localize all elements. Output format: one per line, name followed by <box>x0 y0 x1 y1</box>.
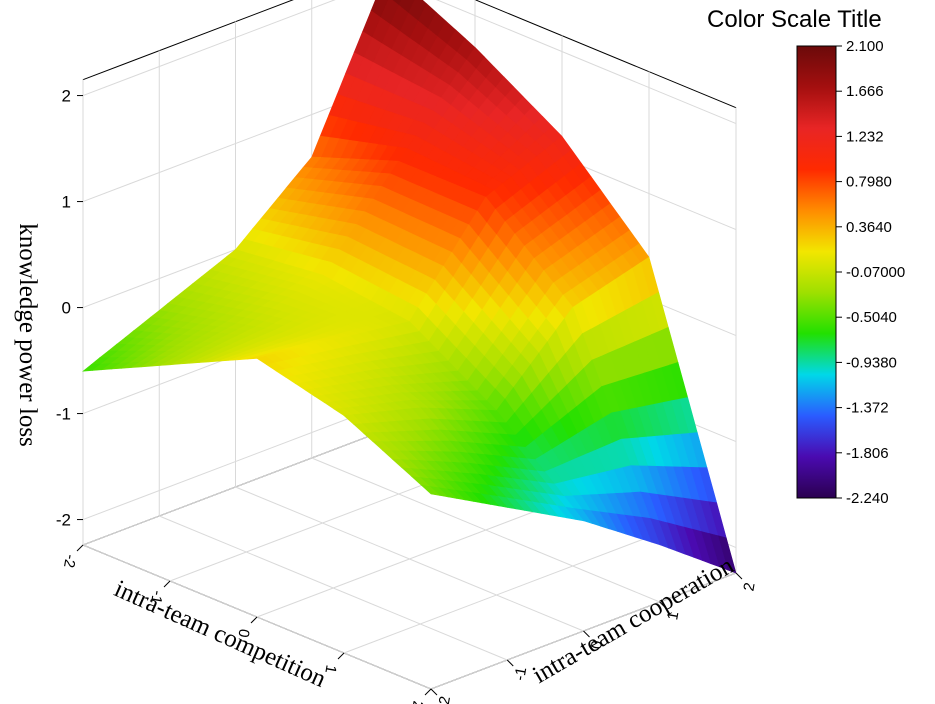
color-scale-label: -2.240 <box>846 490 889 507</box>
z-tick-label: 2 <box>62 87 71 106</box>
surface-plot <box>82 0 737 574</box>
color-scale-label: -0.07000 <box>846 264 905 281</box>
surface-patch <box>420 484 441 496</box>
y-tick-label: 0 <box>588 639 606 650</box>
color-scale-label: 0.3640 <box>846 219 892 236</box>
color-scale-label: -0.9380 <box>846 354 897 371</box>
color-scale-label: -0.5040 <box>846 309 897 326</box>
y-tick-label: -2 <box>435 695 454 704</box>
color-scale-legend: Color Scale Title 2.100 1.666 1.232 0.7980 0… <box>707 6 905 507</box>
y-tick-label: -1 <box>511 666 530 682</box>
x-tick-label: 1 <box>321 664 339 675</box>
color-scale-bar <box>796 45 837 499</box>
z-axis-ticks: -2 -1 0 1 2 <box>56 87 83 530</box>
color-scale-label: 0.7980 <box>846 174 892 191</box>
color-scale-label: 1.666 <box>846 83 884 100</box>
x-tick-label: -1 <box>147 589 166 605</box>
z-tick-label: -1 <box>56 405 71 424</box>
x-tick-label: 0 <box>234 628 252 639</box>
x-tick-label: 2 <box>408 700 426 704</box>
color-scale-label: 1.232 <box>846 128 884 145</box>
y-axis-title: intra-team cooperation <box>528 552 739 689</box>
y-tick-label: 2 <box>740 581 758 592</box>
z-axis-title: knowledge power loss <box>14 223 41 447</box>
x-axis-title: intra-team competition <box>110 575 330 693</box>
z-tick-label: 0 <box>62 299 71 318</box>
y-axis-ticks: -2 -1 0 1 2 <box>430 572 759 704</box>
z-tick-label: -2 <box>56 511 71 530</box>
x-tick-label: -2 <box>60 553 79 569</box>
color-scale-label: 2.100 <box>846 38 884 55</box>
color-scale-label: -1.372 <box>846 400 889 417</box>
z-tick-label: 1 <box>62 193 71 212</box>
color-scale-title: Color Scale Title <box>707 6 882 33</box>
color-scale-label: -1.806 <box>846 445 889 462</box>
y-tick-label: 1 <box>664 610 682 621</box>
x-axis-ticks: -2 -1 0 1 2 <box>60 544 432 704</box>
